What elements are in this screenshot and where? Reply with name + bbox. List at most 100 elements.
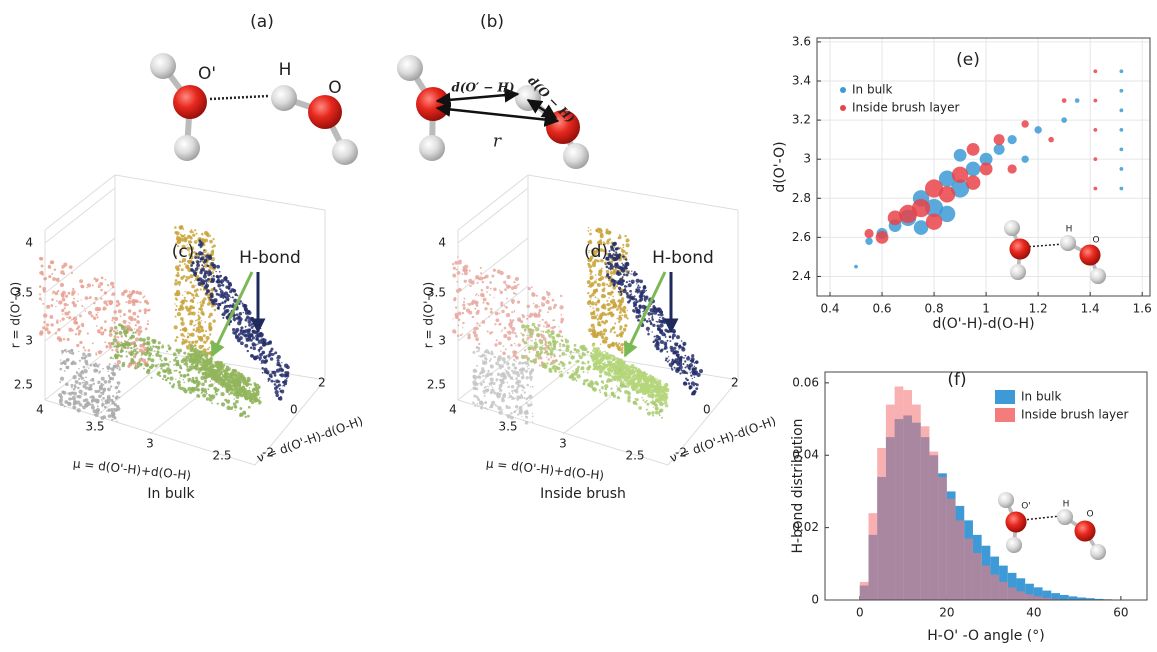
scatter-point	[194, 256, 198, 259]
scatter-point	[67, 401, 72, 407]
scatter-point	[253, 356, 258, 361]
scatter-point	[511, 311, 514, 314]
scatter-point	[560, 370, 563, 373]
scatter-point	[669, 340, 672, 342]
scatter-point	[257, 339, 262, 344]
scatter-point	[266, 341, 270, 346]
scatter-point	[532, 359, 537, 364]
distance-arrow	[435, 87, 520, 108]
scatter-point	[499, 289, 501, 291]
scatter-point	[225, 372, 228, 375]
scatter-point	[613, 241, 617, 246]
scatter-point	[239, 407, 243, 411]
scatter-point	[505, 406, 509, 409]
scatter-point	[526, 336, 530, 340]
scatter-point	[596, 365, 599, 368]
scatter-point	[72, 316, 78, 321]
scatter-point	[682, 362, 685, 365]
scatter-point	[122, 343, 124, 346]
legend-swatch	[995, 390, 1015, 404]
scatter-point	[515, 344, 517, 346]
scatter-point	[513, 366, 518, 370]
scatter-point	[612, 270, 617, 275]
scatter-point	[251, 354, 254, 358]
scatter-point	[553, 319, 556, 322]
scatter-point	[80, 375, 82, 377]
scatter-point	[473, 402, 476, 405]
scatter-point	[635, 367, 638, 370]
scatter-point	[254, 321, 256, 323]
scatter-point	[189, 390, 193, 394]
scatter-point	[97, 380, 101, 384]
scatter-point	[192, 233, 196, 237]
scatter-point	[120, 347, 123, 350]
scatter-point	[44, 327, 49, 332]
scatter-point	[606, 261, 610, 265]
scatter-point	[477, 346, 481, 350]
scatter-point	[65, 351, 68, 353]
scatter-point	[541, 302, 546, 307]
scatter-point	[476, 405, 479, 407]
x-tick-label: 0.4	[820, 302, 839, 316]
scatter-point	[71, 395, 76, 401]
scatter-point	[216, 376, 221, 380]
scatter-point	[608, 345, 611, 349]
scatter-point	[515, 397, 517, 399]
scatter-point	[514, 404, 519, 409]
scatter-point	[604, 336, 609, 341]
scatter-point	[100, 376, 105, 381]
scatter-point	[131, 299, 136, 304]
scatter-point	[662, 318, 668, 323]
scatter-point	[611, 274, 613, 276]
scatter-point	[503, 326, 507, 330]
scatter-point	[653, 335, 656, 338]
scatter-point	[80, 376, 84, 380]
scatter-point	[484, 274, 489, 279]
scatter-point	[537, 323, 541, 328]
scatter-point	[180, 268, 184, 272]
scatter-point	[197, 370, 201, 374]
scatter-point	[174, 226, 177, 229]
scatter-point	[68, 265, 73, 269]
scatter-point	[559, 305, 564, 310]
scatter-point	[603, 339, 608, 344]
scatter-point	[207, 272, 211, 277]
scatter-point	[694, 382, 697, 385]
scatter-point	[586, 350, 590, 354]
panel-label: (c)	[172, 242, 195, 262]
scatter-point	[248, 328, 252, 332]
scatter-point	[635, 315, 637, 317]
scatter-point	[490, 307, 493, 311]
scatter-point	[503, 360, 507, 364]
scatter-point	[101, 402, 105, 407]
scatter-point	[65, 359, 69, 362]
scatter-point	[243, 333, 247, 337]
scatter-point	[107, 414, 112, 419]
scatter-point	[196, 319, 199, 321]
scatter-point	[613, 257, 618, 261]
scatter-point	[174, 308, 178, 311]
scatter-point	[146, 346, 150, 349]
scatter-point	[103, 300, 108, 305]
axis-label: r = d(O'-O)	[422, 282, 436, 348]
scatter-point	[221, 292, 226, 297]
scatter-point	[483, 395, 486, 397]
scatter-point	[69, 352, 72, 355]
scatter-point	[597, 368, 601, 371]
scatter-point	[216, 306, 220, 310]
scatter-point	[38, 297, 42, 301]
scatter-point	[211, 280, 215, 283]
scatter-point	[100, 297, 103, 300]
scatter-point	[199, 363, 201, 366]
scatter-point	[182, 387, 187, 392]
scatter-point	[207, 279, 210, 281]
scatter-point	[146, 368, 151, 372]
scatter-point	[47, 330, 51, 335]
scatter-point	[545, 290, 548, 293]
scatter-point	[613, 331, 616, 334]
scatter-point	[542, 344, 544, 347]
scatter-point	[84, 386, 89, 390]
scatter-point	[574, 377, 577, 381]
scatter-point	[555, 334, 559, 337]
